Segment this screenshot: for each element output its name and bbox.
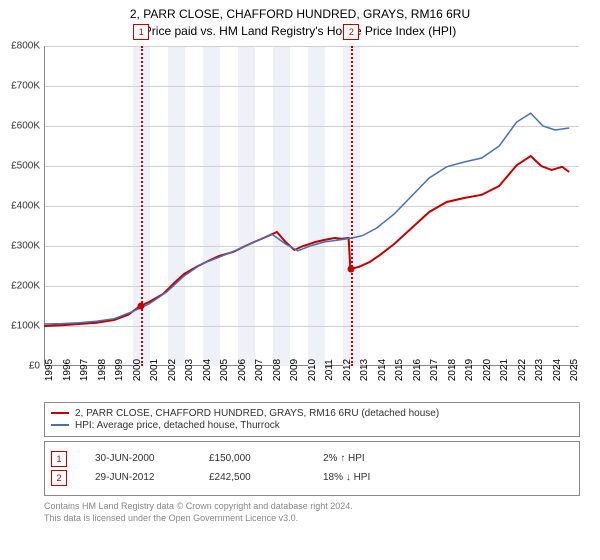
chart-title-line1: 2, PARR CLOSE, CHAFFORD HUNDRED, GRAYS, …: [0, 6, 600, 23]
footer-line1: Contains HM Land Registry data © Crown c…: [44, 500, 580, 512]
event-row: 1 30-JUN-2000 £150,000 2% ↑ HPI: [51, 451, 573, 467]
event-dot: [348, 265, 355, 272]
ytick-label: £500K: [11, 160, 40, 171]
event-num-box: 2: [51, 470, 67, 486]
ytick-label: £600K: [11, 120, 40, 131]
event-price: £150,000: [209, 453, 295, 464]
chart-area: 12 £0£100K£200K£300K£400K£500K£600K£700K…: [44, 46, 580, 402]
legend-swatch: [51, 424, 69, 426]
legend-row: 2, PARR CLOSE, CHAFFORD HUNDRED, GRAYS, …: [51, 408, 573, 419]
ytick-label: £700K: [11, 80, 40, 91]
series-line: [44, 113, 569, 324]
event-row: 2 29-JUN-2012 £242,500 18% ↓ HPI: [51, 470, 573, 486]
ytick-label: £200K: [11, 280, 40, 291]
legend-swatch: [51, 412, 69, 414]
event-date: 29-JUN-2012: [95, 472, 181, 483]
legend: 2, PARR CLOSE, CHAFFORD HUNDRED, GRAYS, …: [44, 402, 580, 496]
event-price: £242,500: [209, 472, 295, 483]
ytick-label: £100K: [11, 320, 40, 331]
event-marker-box: 1: [133, 24, 149, 40]
legend-row: HPI: Average price, detached house, Thur…: [51, 420, 573, 431]
legend-label: 2, PARR CLOSE, CHAFFORD HUNDRED, GRAYS, …: [75, 408, 439, 419]
footer-line2: This data is licensed under the Open Gov…: [44, 512, 580, 524]
event-delta: 2% ↑ HPI: [323, 453, 409, 464]
event-delta: 18% ↓ HPI: [323, 472, 409, 483]
ytick-label: £800K: [11, 40, 40, 51]
event-num-box: 1: [51, 451, 67, 467]
event-marker-box: 2: [343, 24, 359, 40]
event-date: 30-JUN-2000: [95, 453, 181, 464]
series-line: [44, 156, 569, 326]
footer-attribution: Contains HM Land Registry data © Crown c…: [44, 500, 580, 524]
ytick-label: £0: [29, 360, 40, 371]
ytick-label: £300K: [11, 240, 40, 251]
event-dot: [138, 302, 145, 309]
chart-title-line2: Price paid vs. HM Land Registry's House …: [0, 23, 600, 40]
legend-label: HPI: Average price, detached house, Thur…: [75, 420, 280, 431]
ytick-label: £400K: [11, 200, 40, 211]
